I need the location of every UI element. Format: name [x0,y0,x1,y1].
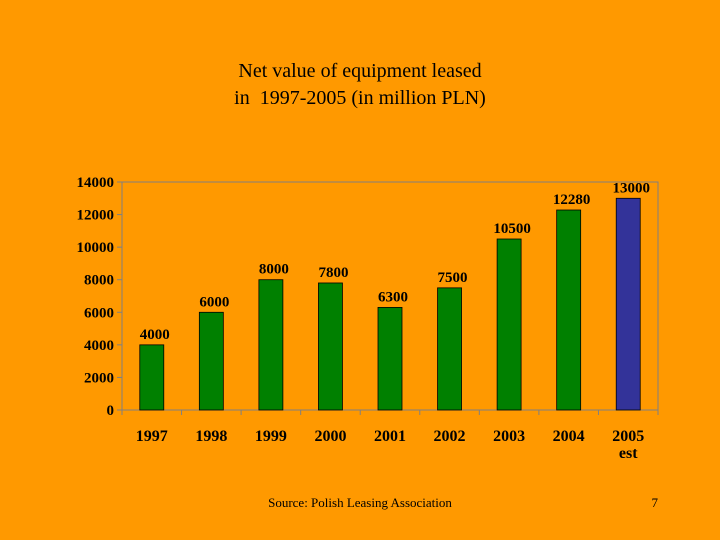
data-label: 6000 [199,294,229,310]
data-label: 7800 [318,265,348,281]
x-tick-label: 2000 [314,428,346,445]
y-tick-label: 8000 [84,273,114,289]
bar [615,197,641,411]
y-tick-label: 12000 [77,208,115,224]
bar [198,311,224,411]
data-label: 7500 [438,270,468,286]
page-number: 7 [651,495,659,510]
y-tick-label: 14000 [77,175,115,191]
y-tick-label: 4000 [84,338,114,354]
data-label: 13000 [612,180,650,196]
x-tick-label: est [619,445,638,462]
data-label: 10500 [493,221,531,237]
chart-title-line-1: Net value of equipment leased [238,60,482,82]
data-label: 12280 [553,192,591,208]
x-tick-label: 2003 [493,428,525,445]
bar [437,287,462,411]
x-tick-label: 1998 [195,428,227,445]
y-tick-label: 10000 [77,240,115,256]
x-tick-label: 2001 [374,428,406,445]
bar [139,344,165,411]
bar [318,282,343,411]
x-tick-label: 1999 [255,428,287,445]
x-tick-label: 2002 [434,428,466,445]
bar [496,238,522,411]
chart-title-line-2: in 1997-2005 (in million PLN) [234,87,486,109]
chart-title: Net value of equipment leased in 1997-20… [0,58,720,112]
y-tick-label: 2000 [84,370,114,386]
source-note: Source: Polish Leasing Association [268,495,452,510]
y-tick-label: 0 [107,403,115,419]
x-tick-label: 2005 [612,428,644,445]
data-label: 4000 [140,327,170,343]
bar [556,209,582,411]
y-tick-label: 6000 [84,305,114,321]
data-label: 6300 [378,289,408,305]
x-tick-label: 1997 [136,428,168,445]
bar [258,279,284,411]
data-label: 8000 [259,262,289,278]
bar [377,306,403,411]
x-tick-label: 2004 [553,428,585,445]
